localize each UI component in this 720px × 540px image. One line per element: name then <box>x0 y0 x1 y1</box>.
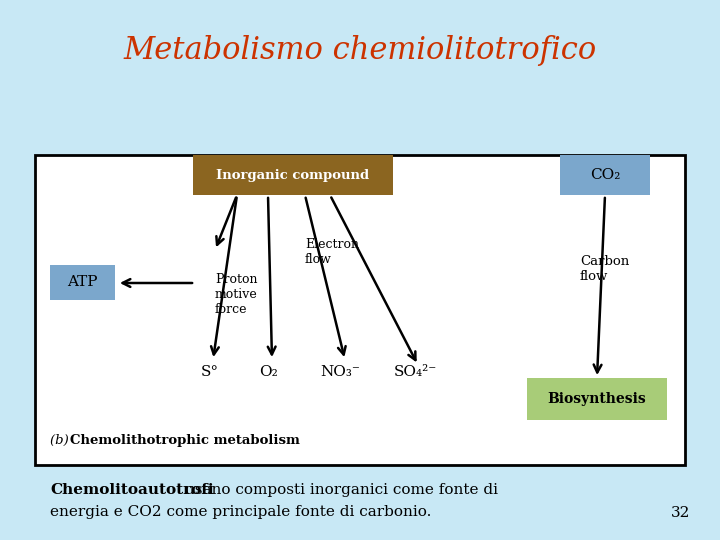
Text: 32: 32 <box>670 506 690 520</box>
Text: O₂: O₂ <box>258 365 277 379</box>
Bar <box>35 155 685 465</box>
Text: (b): (b) <box>50 434 73 447</box>
Bar <box>50 265 115 300</box>
Bar <box>193 155 393 195</box>
Text: usano composti inorganici come fonte di: usano composti inorganici come fonte di <box>180 483 498 497</box>
Text: Chemolithotrophic metabolism: Chemolithotrophic metabolism <box>70 434 300 447</box>
Text: Proton
motive
force: Proton motive force <box>215 273 258 316</box>
Text: NO₃⁻: NO₃⁻ <box>320 365 360 379</box>
Text: energia e CO2 come principale fonte di carbonio.: energia e CO2 come principale fonte di c… <box>50 505 431 519</box>
Bar <box>560 155 650 195</box>
Text: Chemolitoautotrofi: Chemolitoautotrofi <box>50 483 214 497</box>
Text: Electron
flow: Electron flow <box>305 238 359 266</box>
Bar <box>527 378 667 420</box>
Text: Inorganic compound: Inorganic compound <box>217 168 369 181</box>
Text: Biosynthesis: Biosynthesis <box>548 392 647 406</box>
Text: ATP: ATP <box>67 275 98 289</box>
Text: S°: S° <box>201 365 219 379</box>
Text: SO₄²⁻: SO₄²⁻ <box>393 365 436 379</box>
Text: Carbon
flow: Carbon flow <box>580 255 629 283</box>
Text: Metabolismo chemiolitotrofico: Metabolismo chemiolitotrofico <box>123 35 597 66</box>
Text: CO₂: CO₂ <box>590 168 620 182</box>
